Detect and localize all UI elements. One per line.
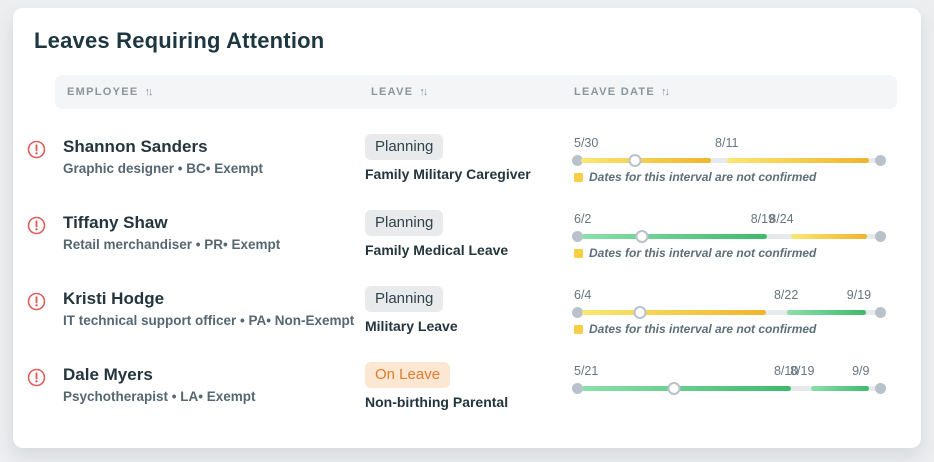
leave-date-cell: 6/2 8/19 8/24 Dates for this interval are … (572, 212, 886, 260)
page-title: Leaves Requiring Attention (34, 28, 325, 53)
timeline-start-dot (572, 307, 583, 318)
timeline-segment (786, 310, 867, 315)
leave-cell: Planning Military Leave (365, 286, 565, 334)
timeline-date-label: 9/9 (852, 364, 870, 378)
leave-status-badge: Planning (365, 210, 444, 236)
sort-icon[interactable]: ↑↓ (419, 86, 428, 98)
timeline-start-dot (572, 231, 583, 242)
timeline-segment (582, 234, 768, 239)
employee-cell: Kristi Hodge IT technical support office… (63, 288, 358, 331)
timeline-date-labels: 5/30 8/11 (574, 136, 884, 151)
timeline-date-label: 6/2 (574, 212, 592, 226)
employee-name[interactable]: Tiffany Shaw (63, 213, 168, 232)
timeline-today-marker (667, 382, 681, 395)
leave-type: Family Medical Leave (365, 242, 509, 258)
employee-cell: Tiffany Shaw Retail merchandiser • PR• E… (63, 212, 358, 255)
employee-cell: Dale Myers Psychotherapist • LA• Exempt (63, 364, 358, 407)
timeline-date-label: 8/22 (773, 288, 799, 302)
timeline-date-label: 8/19 (790, 364, 815, 378)
table-row: Kristi Hodge IT technical support office… (13, 284, 921, 360)
timeline-segment (581, 158, 711, 163)
leave-type: Non-birthing Parental (365, 394, 509, 410)
timeline-date-label: 6/4 (574, 288, 592, 302)
leave-timeline (572, 305, 886, 319)
employee-details: Graphic designer • BC• Exempt (63, 161, 264, 176)
timeline-end-dot (875, 231, 886, 242)
timeline-segment (727, 158, 870, 163)
leave-date-cell: 5/30 8/11 Dates for this interval are not… (572, 136, 886, 184)
unconfirmed-swatch-icon (574, 248, 583, 258)
column-header-leave[interactable]: LEAVE ↑↓ (371, 75, 428, 109)
column-label: EMPLOYEE (67, 86, 139, 98)
leave-type: Military Leave (365, 318, 458, 334)
employee-cell: Shannon Sanders Graphic designer • BC• E… (63, 136, 358, 179)
alert-icon (27, 140, 46, 159)
alert-icon (27, 216, 46, 235)
leave-cell: On Leave Non-birthing Parental (365, 362, 565, 410)
timeline-date-labels: 5/21 8/10 8/19 9/9 (574, 364, 884, 379)
unconfirmed-swatch-icon (574, 172, 583, 182)
timeline-date-label: 8/10 (773, 364, 799, 378)
leave-timeline (572, 153, 886, 167)
legend-unconfirmed: Dates for this interval are not confirme… (574, 322, 884, 336)
leave-cell: Planning Family Military Caregiver (365, 134, 565, 182)
column-label: LEAVE (371, 86, 414, 98)
leaves-card: Leaves Requiring Attention EMPLOYEE ↑↓ L… (13, 8, 921, 448)
unconfirmed-swatch-icon (574, 324, 583, 334)
timeline-date-label: 8/11 (715, 136, 739, 150)
timeline-date-label: 8/19 (750, 212, 776, 226)
timeline-date-label: 8/24 (769, 212, 794, 226)
timeline-end-dot (875, 307, 886, 318)
timeline-end-dot (875, 155, 886, 166)
timeline-date-labels: 6/4 8/22 9/19 (574, 288, 884, 303)
table-row: Tiffany Shaw Retail merchandiser • PR• E… (13, 208, 921, 284)
timeline-today-marker (633, 306, 647, 319)
leave-status-badge: Planning (365, 134, 444, 160)
table-row: Shannon Sanders Graphic designer • BC• E… (13, 132, 921, 208)
timeline-segment (582, 310, 767, 315)
leave-status-badge: Planning (365, 286, 444, 312)
column-header-leave-date[interactable]: LEAVE DATE ↑↓ (574, 75, 670, 109)
leave-timeline (572, 229, 886, 243)
leave-date-cell: 5/218/108/199/9 Dates for this interval … (572, 364, 886, 412)
table-row: Dale Myers Psychotherapist • LA• Exempt … (13, 360, 921, 436)
timeline-end-dot (875, 383, 886, 394)
column-label: LEAVE DATE (574, 86, 656, 98)
timeline-start-dot (572, 383, 583, 394)
sort-icon[interactable]: ↑↓ (144, 86, 154, 98)
legend-text: Dates for this interval are not confirme… (589, 322, 817, 336)
timeline-date-label: 5/30 (574, 136, 599, 150)
timeline-today-marker (628, 154, 642, 167)
table-body: Shannon Sanders Graphic designer • BC• E… (13, 132, 921, 436)
employee-name[interactable]: Kristi Hodge (63, 289, 165, 308)
timeline-segment (582, 386, 791, 391)
legend-unconfirmed: Dates for this interval are not confirme… (574, 170, 884, 184)
legend-text: Dates for this interval are not confirme… (589, 170, 817, 184)
alert-icon (27, 368, 46, 387)
timeline-segment (791, 234, 867, 239)
timeline-date-labels: 6/2 8/19 8/24 (574, 212, 884, 227)
timeline-date-label: 9/19 (846, 288, 872, 302)
employee-details: Retail merchandiser • PR• Exempt (63, 237, 281, 252)
employee-name[interactable]: Dale Myers (63, 365, 153, 384)
leave-timeline (572, 381, 886, 395)
timeline-segment (811, 386, 870, 391)
leave-status-badge: On Leave (365, 362, 451, 388)
timeline-date-label: 5/21 (574, 364, 599, 378)
alert-icon (27, 292, 46, 311)
sort-icon[interactable]: ↑↓ (661, 86, 670, 98)
employee-details: IT technical support officer • PA• Non-E… (63, 313, 355, 328)
leave-cell: Planning Family Medical Leave (365, 210, 565, 258)
column-header-employee[interactable]: EMPLOYEE ↑↓ (67, 75, 154, 109)
legend-text: Dates for this interval are not confirme… (589, 246, 817, 260)
table-header: EMPLOYEE ↑↓ LEAVE ↑↓ LEAVE DATE ↑↓ (55, 75, 897, 109)
timeline-start-dot (572, 155, 583, 166)
employee-name[interactable]: Shannon Sanders (63, 137, 208, 156)
leave-type: Family Military Caregiver (365, 166, 531, 182)
leave-date-cell: 6/4 8/22 9/19 Dates for this interval are … (572, 288, 886, 336)
legend-unconfirmed: Dates for this interval are not confirme… (574, 246, 884, 260)
timeline-today-marker (635, 230, 649, 243)
employee-details: Psychotherapist • LA• Exempt (63, 389, 256, 404)
